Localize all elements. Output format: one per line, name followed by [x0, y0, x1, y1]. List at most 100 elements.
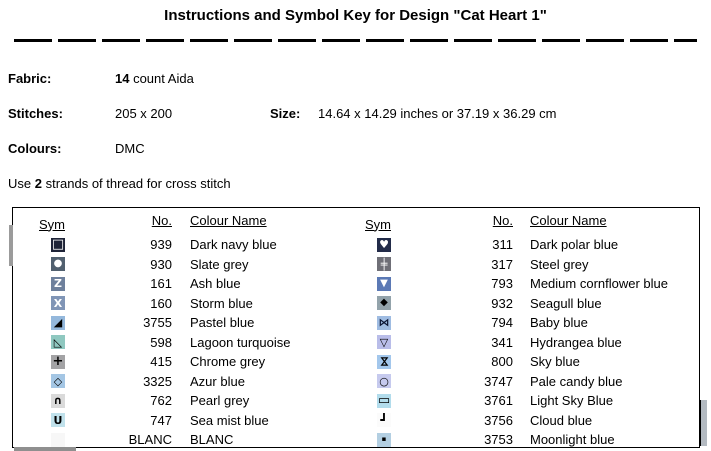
- plus-icon: +: [51, 354, 65, 369]
- fabric-row: Fabric: 14 count Aida: [8, 71, 703, 87]
- symbol-cell: Z: [13, 276, 65, 291]
- size-label: Size:: [270, 106, 301, 121]
- diamond-outline-icon: ◇: [51, 374, 65, 389]
- strands-count: 2: [34, 176, 42, 191]
- circle-outline-icon: ○: [377, 374, 391, 389]
- colours-value: DMC: [115, 141, 145, 156]
- key-row: ◇ 3325 Azur blue: [13, 372, 356, 392]
- colour-name-header: Colour Name: [530, 213, 607, 228]
- key-rows-left: □ 939 Dark navy blue ● 930 Slate grey Z 161 Ash …: [13, 235, 356, 450]
- left-edge-fragment: [9, 225, 13, 266]
- symbol-cell: U: [13, 413, 65, 428]
- dmc-number: 160: [150, 295, 172, 311]
- colour-name: Ash blue: [190, 276, 241, 292]
- hourglass-icon: ⋈: [377, 354, 391, 369]
- colour-name: Seagull blue: [530, 295, 602, 311]
- colour-name: Cloud blue: [530, 412, 593, 428]
- dmc-number: 3761: [484, 393, 513, 409]
- key-table-right-group: Sym No. Colour Name ♥ 311 Dark polar blue ╪…: [356, 208, 699, 447]
- symbol-cell: ▭: [356, 393, 391, 408]
- key-row: ◺ 598 Lagoon turquoise: [13, 333, 356, 353]
- symbol-cell: ●: [13, 257, 65, 272]
- key-row: ▼ 793 Medium cornflower blue: [356, 274, 699, 294]
- down-triangle-outline-icon: ▽: [377, 335, 391, 350]
- fabric-count: 14: [115, 71, 130, 86]
- dmc-number: BLANC: [128, 432, 172, 448]
- symbol-cell: ◇: [13, 374, 65, 389]
- dmc-number: 3747: [484, 373, 513, 389]
- key-row: BLANC BLANC: [13, 430, 356, 450]
- no-header: No.: [492, 213, 513, 228]
- key-row: ● 930 Slate grey: [13, 255, 356, 275]
- symbol-cell: ⋈: [356, 315, 391, 330]
- bottom-scrollbar-fragment[interactable]: [14, 447, 76, 451]
- dmc-number: 793: [491, 276, 513, 292]
- colours-label: Colours:: [8, 141, 62, 156]
- key-row: +415 Chrome grey: [13, 352, 356, 372]
- colour-name: Moonlight blue: [530, 432, 615, 448]
- black-diamond-icon: ◆: [377, 296, 391, 311]
- corner-bracket-icon: ┛: [377, 413, 391, 428]
- key-row: ∩ 762 Pearl grey: [13, 391, 356, 411]
- white-heart-icon: ♥: [377, 237, 391, 252]
- key-row: ╪ 317 Steel grey: [356, 255, 699, 275]
- key-table-header: Sym No. Colour Name: [356, 208, 699, 235]
- dmc-number: 794: [491, 315, 513, 331]
- colour-name: Sea mist blue: [190, 412, 269, 428]
- key-row: U 747 Sea mist blue: [13, 411, 356, 431]
- key-row: ⋈ 794 Baby blue: [356, 313, 699, 333]
- key-table-left-group: Sym No. Colour Name □ 939 Dark navy blue ● 9…: [13, 208, 356, 447]
- symbol-key-table: Sym No. Colour Name □ 939 Dark navy blue ● 9…: [12, 207, 700, 448]
- colour-name: Lagoon turquoise: [190, 334, 291, 350]
- symbol-cell: ╪: [356, 257, 391, 272]
- colour-name: Dark polar blue: [530, 237, 619, 253]
- fabric-label: Fabric:: [8, 71, 52, 86]
- key-table-header: Sym No. Colour Name: [13, 208, 356, 235]
- dmc-number: 3325: [143, 373, 172, 389]
- bowtie-icon: ⋈: [377, 315, 391, 330]
- symbol-cell: ⋈: [356, 354, 391, 369]
- title-divider: [14, 39, 697, 42]
- black-lower-right-triangle-icon: ◢: [51, 315, 65, 330]
- rectangle-outline-icon: ▭: [377, 393, 391, 408]
- sym-header: Sym: [365, 216, 391, 232]
- dmc-number: 3756: [484, 412, 513, 428]
- colour-name: Light Sky Blue: [530, 393, 614, 409]
- white-circle-icon: ●: [51, 257, 65, 272]
- page-title: Instructions and Symbol Key for Design "…: [164, 7, 547, 24]
- strands-prefix: Use: [8, 176, 35, 191]
- symbol-cell: ∩: [13, 393, 65, 408]
- dmc-number: 930: [150, 256, 172, 272]
- key-row: ▭ 3761 Light Sky Blue: [356, 391, 699, 411]
- right-scrollbar-fragment[interactable]: [700, 400, 707, 446]
- stitches-label: Stitches:: [8, 106, 63, 121]
- key-row: ◆ 932 Seagull blue: [356, 294, 699, 314]
- dmc-number: 415: [150, 354, 172, 370]
- dmc-number: 800: [491, 354, 513, 370]
- key-row: ┛ 3756 Cloud blue: [356, 411, 699, 431]
- strands-note: Use 2 strands of thread for cross stitch: [8, 176, 703, 192]
- strands-suffix: strands of thread for cross stitch: [41, 176, 231, 191]
- colour-name: Pastel blue: [190, 315, 255, 331]
- colour-name: Azur blue: [190, 373, 245, 389]
- dmc-number: 161: [150, 276, 172, 292]
- colour-name: Pearl grey: [190, 393, 250, 409]
- symbol-cell: X: [13, 296, 65, 311]
- size-value: 14.64 x 14.29 inches or 37.19 x 36.29 cm: [318, 106, 557, 121]
- double-cross-hash-icon: ╪: [377, 257, 391, 272]
- symbol-cell: [13, 432, 65, 447]
- fabric-type: count Aida: [129, 71, 194, 86]
- key-row: ♥ 311 Dark polar blue: [356, 235, 699, 255]
- colour-name: Chrome grey: [190, 354, 266, 370]
- symbol-cell: ◺: [13, 335, 65, 350]
- lower-left-triangle-outline-icon: ◺: [51, 335, 65, 350]
- symbol-cell: ▽: [356, 335, 391, 350]
- letter-x-icon: X: [51, 296, 65, 311]
- key-row: ◢ 3755 Pastel blue: [13, 313, 356, 333]
- letter-z-icon: Z: [51, 276, 65, 291]
- symbol-cell: +: [13, 354, 65, 369]
- no-header: No.: [151, 213, 172, 228]
- colour-name: Medium cornflower blue: [530, 276, 669, 292]
- key-row: ▽ 341 Hydrangea blue: [356, 333, 699, 353]
- dmc-number: 341: [491, 334, 513, 350]
